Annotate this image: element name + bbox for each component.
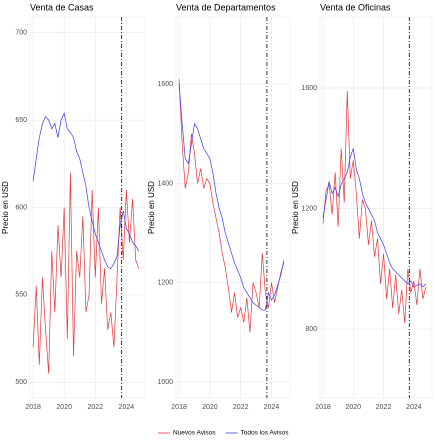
x-tick-label: 2024 <box>264 404 280 411</box>
y-axis-label: Precio en USD <box>291 181 300 234</box>
y-tick-label: 600 <box>15 204 27 211</box>
legend-label: Todos los Avisos <box>241 430 290 437</box>
series-line <box>322 91 427 324</box>
x-tick-label: 2018 <box>315 404 331 411</box>
y-tick-label: 700 <box>15 30 27 37</box>
series-line <box>32 172 140 374</box>
y-tick-label: 1200 <box>157 280 173 287</box>
series-line <box>178 84 285 311</box>
y-tick-label: 500 <box>15 379 27 386</box>
panel-title: Venta de Casas <box>30 2 94 12</box>
y-tick-label: 1400 <box>157 180 173 187</box>
series-line <box>322 148 427 288</box>
y-tick-label: 800 <box>305 326 317 333</box>
x-tick-label: 2024 <box>406 404 422 411</box>
x-tick-label: 2022 <box>376 404 392 411</box>
panel-border <box>29 16 146 399</box>
y-tick-label: 650 <box>15 117 27 124</box>
y-tick-label: 1200 <box>301 205 317 212</box>
x-tick-label: 2020 <box>346 404 362 411</box>
y-tick-label: 1000 <box>157 379 173 386</box>
y-tick-label: 550 <box>15 292 27 299</box>
panel-border <box>319 16 433 399</box>
series-line <box>178 79 285 333</box>
x-tick-label: 2024 <box>119 404 135 411</box>
x-tick-label: 2022 <box>87 404 103 411</box>
y-tick-label: 1600 <box>157 81 173 88</box>
panel-title: Venta de Oficinas <box>320 2 391 12</box>
x-tick-label: 2020 <box>56 404 72 411</box>
x-tick-label: 2022 <box>233 404 249 411</box>
legend-label: Nuevos Avisos <box>173 430 216 437</box>
panel-title: Venta de Departamentos <box>176 2 276 12</box>
panel-border <box>175 16 291 399</box>
x-tick-label: 2018 <box>171 404 187 411</box>
x-tick-label: 2018 <box>25 404 41 411</box>
y-axis-label: Precio en USD <box>1 181 10 234</box>
y-tick-label: 1600 <box>301 85 317 92</box>
series-line <box>32 111 140 270</box>
x-tick-label: 2020 <box>202 404 218 411</box>
y-axis-label: Precio en USD <box>147 181 156 234</box>
